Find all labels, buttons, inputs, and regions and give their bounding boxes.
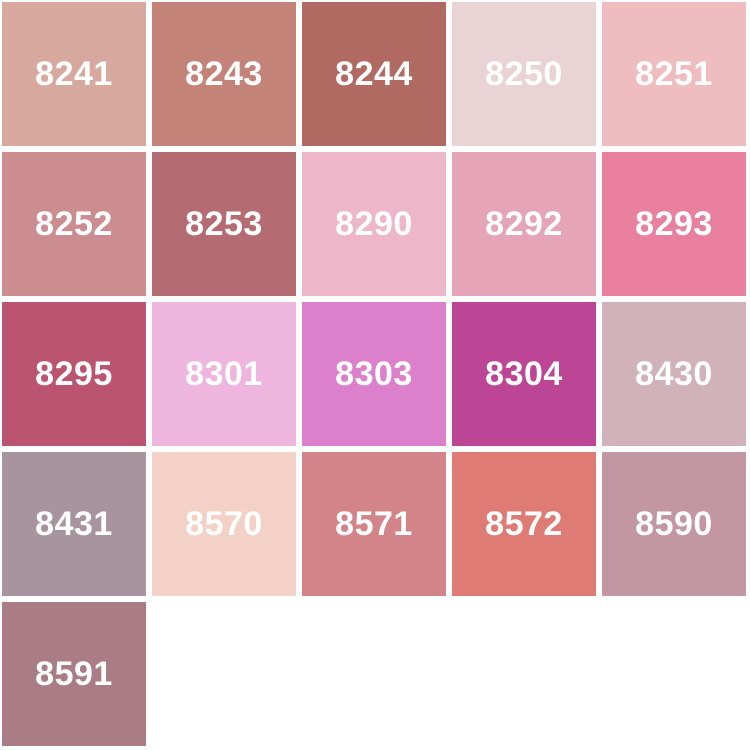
color-swatch-8303: 8303: [302, 302, 446, 446]
color-swatch-8292: 8292: [452, 152, 596, 296]
color-swatch-8251: 8251: [602, 2, 746, 146]
swatch-code-label: 8572: [485, 505, 563, 543]
color-swatch-8253: 8253: [152, 152, 296, 296]
swatch-code-label: 8250: [485, 55, 563, 93]
swatch-code-label: 8304: [485, 355, 563, 393]
swatch-code-label: 8292: [485, 205, 563, 243]
swatch-code-label: 8293: [635, 205, 713, 243]
color-swatch-8301: 8301: [152, 302, 296, 446]
color-swatch-8304: 8304: [452, 302, 596, 446]
swatch-code-label: 8571: [335, 505, 413, 543]
swatch-code-label: 8251: [635, 55, 713, 93]
swatch-code-label: 8290: [335, 205, 413, 243]
swatch-code-label: 8591: [35, 655, 113, 693]
color-swatch-8252: 8252: [2, 152, 146, 296]
color-swatch-8243: 8243: [152, 2, 296, 146]
color-swatch-8250: 8250: [452, 2, 596, 146]
color-swatch-8572: 8572: [452, 452, 596, 596]
color-swatch-8293: 8293: [602, 152, 746, 296]
swatch-code-label: 8295: [35, 355, 113, 393]
color-swatch-8295: 8295: [2, 302, 146, 446]
swatch-code-label: 8303: [335, 355, 413, 393]
color-swatch-8590: 8590: [602, 452, 746, 596]
swatch-code-label: 8301: [185, 355, 263, 393]
color-swatch-8244: 8244: [302, 2, 446, 146]
swatch-code-label: 8430: [635, 355, 713, 393]
color-swatch-8591: 8591: [2, 602, 146, 746]
color-swatch-8290: 8290: [302, 152, 446, 296]
swatch-code-label: 8244: [335, 55, 413, 93]
swatch-code-label: 8241: [35, 55, 113, 93]
swatch-code-label: 8252: [35, 205, 113, 243]
swatch-code-label: 8590: [635, 505, 713, 543]
color-swatch-8570: 8570: [152, 452, 296, 596]
color-swatch-8241: 8241: [2, 2, 146, 146]
color-swatch-8431: 8431: [2, 452, 146, 596]
swatch-code-label: 8431: [35, 505, 113, 543]
color-swatch-8430: 8430: [602, 302, 746, 446]
swatch-code-label: 8243: [185, 55, 263, 93]
color-swatch-8571: 8571: [302, 452, 446, 596]
swatch-code-label: 8253: [185, 205, 263, 243]
swatch-code-label: 8570: [185, 505, 263, 543]
